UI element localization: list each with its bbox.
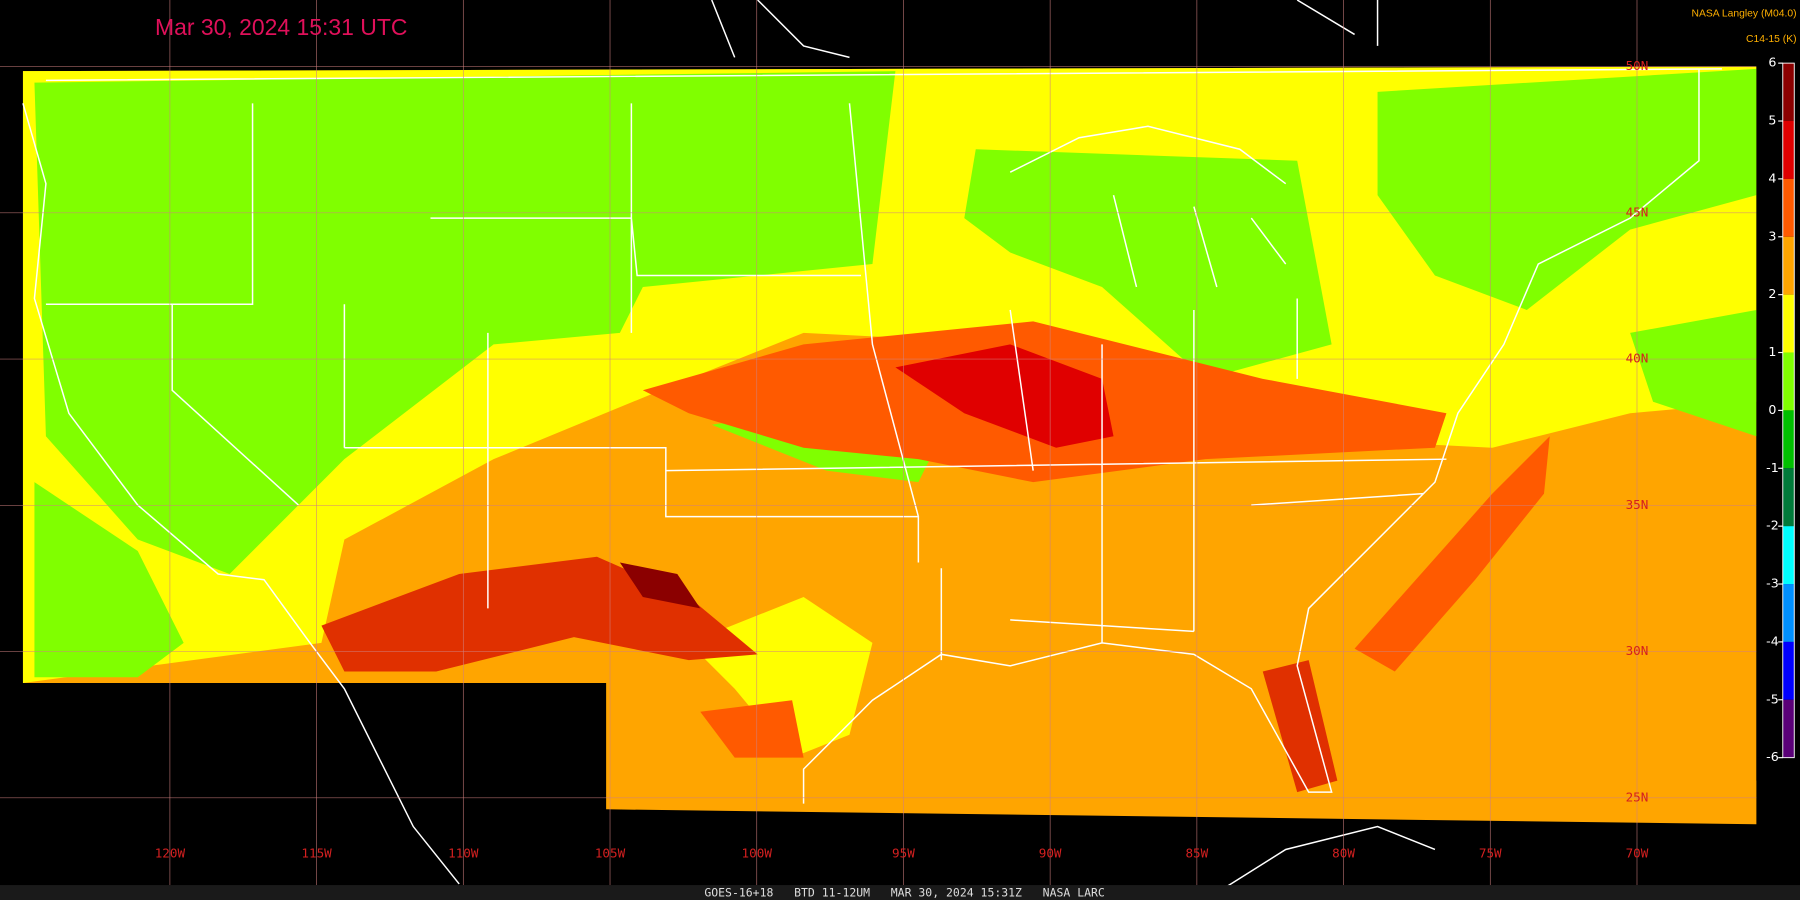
imagery-texas [700,700,804,758]
colorbar-tick-label: 0 [1768,402,1776,417]
imagery-green [34,71,896,574]
imagery-atlantic [1354,436,1550,672]
longitude-label: 105W [595,846,626,861]
longitude-label: 100W [742,846,773,861]
colorbar-segment [1782,468,1795,527]
longitude-label: 120W [155,846,186,861]
colorbar-tick-label: 4 [1768,170,1776,185]
colorbar-segment [1782,121,1795,179]
colorbar-tick-label: 6 [1768,55,1776,70]
west-coast [22,103,460,885]
colorbar: 6 5 4 3 2 1 0 -1 -2 -3 -4 -5 -6 [1766,55,1795,764]
imagery-green-3 [964,149,1332,379]
colorbar-segment [1782,236,1795,295]
imagery-green-5 [1630,309,1757,437]
imagery-green-2 [34,482,184,678]
footer-bar [0,885,1800,900]
cuba [1204,825,1436,900]
latitude-label: 40N [1626,351,1649,366]
colorbar-tick-label: -1 [1766,460,1779,475]
colorbar-tick-label: 2 [1768,286,1776,301]
latitude-label: 25N [1626,789,1649,804]
imagery-florida [1262,660,1338,793]
boundaries [22,0,1722,900]
colorbar-tick-label: 3 [1768,228,1776,243]
colorbar-tick-label: -3 [1766,576,1779,591]
longitude-label: 90W [1039,846,1062,861]
colorbar-segment [1782,699,1795,758]
latitude-label: 50N [1626,58,1649,73]
latitude-label: 30N [1626,643,1649,658]
graticule: 120W 115W 110W 105W 100W 95W 90W 85W 80W 75W 70W 50… [0,0,1757,886]
coastline [45,68,1722,804]
longitude-label: 80W [1332,846,1355,861]
great-lakes [1009,125,1287,288]
colorbar-segment [1782,63,1795,122]
imagery-green-4 [1377,68,1757,310]
longitude-label: 110W [448,846,479,861]
colorbar-tick-label: -2 [1766,518,1779,533]
colorbar-segment [1782,352,1795,411]
map-title: Mar 30, 2024 15:31 UTC [155,14,407,40]
imagery-darkred [619,562,701,609]
longitude-label: 70W [1626,846,1649,861]
longitude-label: 85W [1185,846,1208,861]
longitude-label: 115W [301,846,332,861]
credit: NASA Langley (M04.0) [1691,9,1796,20]
colorbar-tick-label: -6 [1766,749,1779,764]
colorbar-tick-label: -5 [1766,691,1779,706]
colorbar-tick-label: -4 [1766,633,1779,648]
colorbar-segment [1782,410,1795,469]
colorbar-title: C14-15 (K) [1746,34,1797,45]
latitude-label: 35N [1626,497,1649,512]
colorbar-tick-label: 1 [1768,344,1776,359]
colorbar-segment [1782,294,1795,353]
imagery [22,66,1757,825]
longitude-label: 75W [1479,846,1502,861]
colorbar-segment [1782,178,1795,237]
state-lines [45,103,1447,661]
canada-lines [711,0,1379,59]
imagery-red [895,344,1114,448]
colorbar-segment [1782,641,1795,700]
latitude-label: 45N [1626,204,1649,219]
colorbar-segment [1782,526,1795,585]
colorbar-segment [1782,584,1795,642]
colorbar-tick-label: 5 [1768,113,1776,128]
colorbar-frame [1782,62,1795,759]
footer: GOES-16+18 BTD 11-12UM MAR 30, 2024 15:3… [704,886,1105,900]
longitude-label: 95W [892,846,915,861]
